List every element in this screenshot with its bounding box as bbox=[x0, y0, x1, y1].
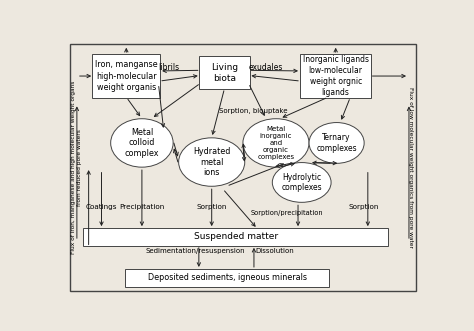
Text: Metal
inorganic
and
organic
complexes: Metal inorganic and organic complexes bbox=[257, 126, 294, 160]
Ellipse shape bbox=[179, 138, 245, 186]
FancyBboxPatch shape bbox=[199, 56, 250, 89]
Text: Precipitation: Precipitation bbox=[119, 205, 164, 211]
Text: Living
biota: Living biota bbox=[211, 63, 238, 83]
Text: Flux of iron, manganese and high molecular weight organs
from reduced pore water: Flux of iron, manganese and high molecul… bbox=[72, 80, 82, 254]
Ellipse shape bbox=[243, 119, 309, 167]
Text: Suspended matter: Suspended matter bbox=[193, 232, 278, 242]
Text: Flux of low molecular weight organics from pore water: Flux of low molecular weight organics fr… bbox=[408, 87, 413, 248]
Ellipse shape bbox=[110, 119, 173, 167]
Text: Sorption/precipitation: Sorption/precipitation bbox=[251, 210, 323, 215]
Text: Dissolution: Dissolution bbox=[256, 248, 294, 254]
FancyBboxPatch shape bbox=[83, 228, 388, 246]
Text: exudales: exudales bbox=[249, 63, 283, 71]
Ellipse shape bbox=[272, 163, 331, 202]
Text: Deposited sediments, igneous minerals: Deposited sediments, igneous minerals bbox=[148, 273, 307, 282]
Text: Hydrolytic
complexes: Hydrolytic complexes bbox=[282, 173, 322, 192]
Ellipse shape bbox=[309, 122, 364, 163]
Text: Sorption: Sorption bbox=[349, 205, 379, 211]
Text: Sorption, biouptake: Sorption, biouptake bbox=[219, 108, 288, 114]
Text: Coatings: Coatings bbox=[86, 205, 117, 211]
Text: Iron, manganse
high-molecular
weight organis: Iron, manganse high-molecular weight org… bbox=[95, 61, 157, 92]
Text: Sedimentation/resuspension: Sedimentation/resuspension bbox=[146, 248, 245, 254]
Text: Inorganic ligands
low-molecular
weight orgnic
ligands: Inorganic ligands low-molecular weight o… bbox=[303, 55, 369, 97]
Text: Metal
colloid
complex: Metal colloid complex bbox=[125, 128, 159, 158]
Text: librils: librils bbox=[158, 63, 179, 71]
Text: Sorption: Sorption bbox=[197, 205, 227, 211]
FancyBboxPatch shape bbox=[92, 54, 160, 98]
Text: Ternary
complexes: Ternary complexes bbox=[316, 133, 357, 153]
FancyBboxPatch shape bbox=[125, 268, 329, 287]
Text: Hydrated
metal
ions: Hydrated metal ions bbox=[193, 147, 230, 177]
FancyBboxPatch shape bbox=[300, 54, 372, 98]
